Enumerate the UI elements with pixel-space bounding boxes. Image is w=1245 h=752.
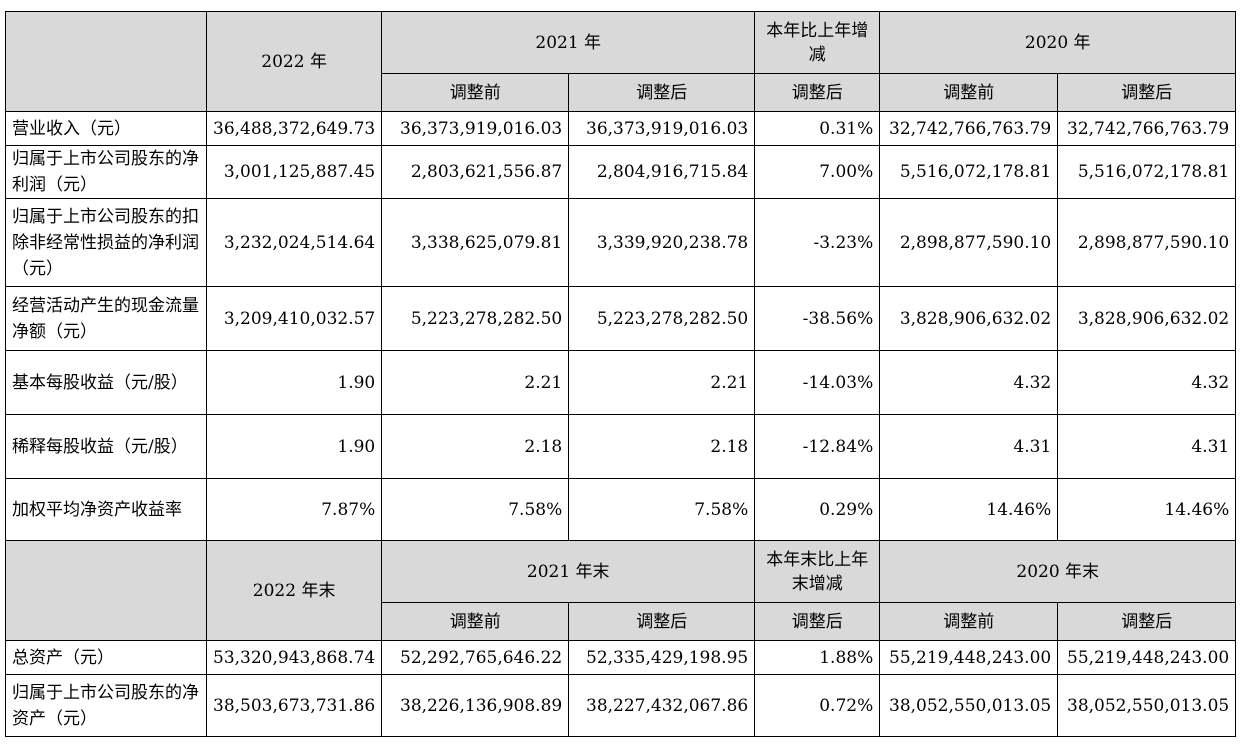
value-cell: 5,223,278,282.50 xyxy=(381,286,570,351)
value-cell: -3.23% xyxy=(754,198,881,287)
value-cell: 4.31 xyxy=(1057,414,1237,479)
value-cell: 3,338,625,079.81 xyxy=(381,198,570,287)
value-cell: -38.56% xyxy=(754,286,881,351)
table-row: 归属于上市公司股东的净资产（元） 38,503,673,731.86 38,226,… xyxy=(5,674,1237,737)
financial-summary-table: 2022 年 2021 年 本年比上年增减 2020 年 调整前 调整后 调整后… xyxy=(5,11,1237,737)
header2-year-2020: 2020 年末 xyxy=(879,540,1237,603)
value-cell: 1.88% xyxy=(754,640,881,675)
value-cell: 14.46% xyxy=(879,478,1059,541)
value-cell: 2,804,916,715.84 xyxy=(568,145,756,199)
value-cell: 5,516,072,178.81 xyxy=(879,145,1059,199)
header2-row-years: 2022 年末 2021 年末 本年末比上年末增减 2020 年末 xyxy=(5,540,1237,641)
value-cell: 2.18 xyxy=(381,414,570,479)
value-cell: 2.21 xyxy=(381,350,570,415)
value-cell: 38,503,673,731.86 xyxy=(205,674,383,737)
table-row: 归属于上市公司股东的净利润（元） 3,001,125,887.45 2,803,62… xyxy=(5,145,1237,199)
table-body: 2022 年 2021 年 本年比上年增减 2020 年 调整前 调整后 调整后… xyxy=(5,11,1237,737)
header2-sub-2020-after: 调整后 xyxy=(1057,602,1237,641)
value-cell: 1.90 xyxy=(205,414,383,479)
value-cell: 3,232,024,514.64 xyxy=(205,198,383,287)
value-cell: 2,898,877,590.10 xyxy=(1057,198,1237,287)
table-row: 营业收入（元） 36,488,372,649.73 36,373,919,016.0… xyxy=(5,111,1237,146)
header-row-years: 2022 年 2021 年 本年比上年增减 2020 年 xyxy=(5,11,1237,112)
header-change: 本年比上年增减 xyxy=(754,11,881,74)
value-cell: 38,052,550,013.05 xyxy=(1057,674,1237,737)
header2-year-2021: 2021 年末 xyxy=(381,540,756,603)
value-cell: 36,488,372,649.73 xyxy=(205,111,383,146)
table-row: 加权平均净资产收益率 7.87% 7.58% 7.58% 0.29% 14.46% 14.4… xyxy=(5,478,1237,541)
value-cell: 4.31 xyxy=(879,414,1059,479)
row-label: 归属于上市公司股东的净利润（元） xyxy=(5,145,207,199)
header-row-adjust: 调整前 调整后 调整后 调整前 调整后 xyxy=(6,73,1237,112)
header2-year-2022: 2022 年末 xyxy=(205,540,383,641)
row-label: 总资产（元） xyxy=(5,640,207,675)
value-cell: 2.21 xyxy=(568,350,756,415)
value-cell: 36,373,919,016.03 xyxy=(568,111,756,146)
row-label: 稀释每股收益（元/股） xyxy=(5,414,207,479)
value-cell: 0.29% xyxy=(754,478,881,541)
row-label: 归属于上市公司股东的扣除非经常性损益的净利润（元） xyxy=(5,198,207,287)
header2-blank-cell xyxy=(5,540,207,641)
table-row: 经营活动产生的现金流量净额（元） 3,209,410,032.57 5,223,27… xyxy=(5,286,1237,351)
value-cell: 7.87% xyxy=(205,478,383,541)
header2-sub-change-after: 调整后 xyxy=(754,602,881,641)
value-cell: 38,052,550,013.05 xyxy=(879,674,1059,737)
header-year-2022: 2022 年 xyxy=(205,11,383,112)
value-cell: 38,226,136,908.89 xyxy=(381,674,570,737)
header-year-2020: 2020 年 xyxy=(879,11,1237,74)
value-cell: 1.90 xyxy=(205,350,383,415)
value-cell: 36,373,919,016.03 xyxy=(381,111,570,146)
header-sub-2021-before: 调整前 xyxy=(381,73,570,112)
header-blank-cell xyxy=(5,11,207,112)
row-label: 营业收入（元） xyxy=(5,111,207,146)
value-cell: 3,209,410,032.57 xyxy=(205,286,383,351)
value-cell: 52,335,429,198.95 xyxy=(568,640,756,675)
header2-sub-2021-before: 调整前 xyxy=(381,602,570,641)
value-cell: 0.31% xyxy=(754,111,881,146)
table-row: 总资产（元） 53,320,943,868.74 52,292,765,646.22… xyxy=(5,640,1237,675)
value-cell: 32,742,766,763.79 xyxy=(879,111,1059,146)
value-cell: 7.58% xyxy=(568,478,756,541)
table-row: 归属于上市公司股东的扣除非经常性损益的净利润（元） 3,232,024,514.6… xyxy=(5,198,1237,287)
row-label: 经营活动产生的现金流量净额（元） xyxy=(5,286,207,351)
value-cell: 38,227,432,067.86 xyxy=(568,674,756,737)
header-sub-2020-after: 调整后 xyxy=(1057,73,1237,112)
table-row: 基本每股收益（元/股） 1.90 2.21 2.21 -14.03% 4.32 4.32 xyxy=(5,350,1237,415)
row-label: 归属于上市公司股东的净资产（元） xyxy=(5,674,207,737)
value-cell: 53,320,943,868.74 xyxy=(205,640,383,675)
value-cell: -14.03% xyxy=(754,350,881,415)
header-sub-2021-after: 调整后 xyxy=(568,73,756,112)
value-cell: 55,219,448,243.00 xyxy=(879,640,1059,675)
header-year-2021: 2021 年 xyxy=(381,11,756,74)
value-cell: 3,339,920,238.78 xyxy=(568,198,756,287)
value-cell: 55,219,448,243.00 xyxy=(1057,640,1237,675)
header-sub-2020-before: 调整前 xyxy=(879,73,1059,112)
value-cell: 7.00% xyxy=(754,145,881,199)
value-cell: 14.46% xyxy=(1057,478,1237,541)
value-cell: 32,742,766,763.79 xyxy=(1057,111,1237,146)
value-cell: 2.18 xyxy=(568,414,756,479)
header2-sub-2020-before: 调整前 xyxy=(879,602,1059,641)
value-cell: 7.58% xyxy=(381,478,570,541)
row-label: 加权平均净资产收益率 xyxy=(5,478,207,541)
value-cell: 4.32 xyxy=(879,350,1059,415)
header2-sub-2021-after: 调整后 xyxy=(568,602,756,641)
value-cell: 5,516,072,178.81 xyxy=(1057,145,1237,199)
header-sub-change-after: 调整后 xyxy=(754,73,881,112)
value-cell: 4.32 xyxy=(1057,350,1237,415)
value-cell: 3,828,906,632.02 xyxy=(879,286,1059,351)
header2-row-adjust: 调整前 调整后 调整后 调整前 调整后 xyxy=(6,602,1237,641)
value-cell: 3,001,125,887.45 xyxy=(205,145,383,199)
value-cell: -12.84% xyxy=(754,414,881,479)
value-cell: 3,828,906,632.02 xyxy=(1057,286,1237,351)
row-label: 基本每股收益（元/股） xyxy=(5,350,207,415)
value-cell: 52,292,765,646.22 xyxy=(381,640,570,675)
value-cell: 5,223,278,282.50 xyxy=(568,286,756,351)
table-row: 稀释每股收益（元/股） 1.90 2.18 2.18 -12.84% 4.31 4.31 xyxy=(5,414,1237,479)
value-cell: 0.72% xyxy=(754,674,881,737)
value-cell: 2,803,621,556.87 xyxy=(381,145,570,199)
header2-change: 本年末比上年末增减 xyxy=(754,540,881,603)
value-cell: 2,898,877,590.10 xyxy=(879,198,1059,287)
